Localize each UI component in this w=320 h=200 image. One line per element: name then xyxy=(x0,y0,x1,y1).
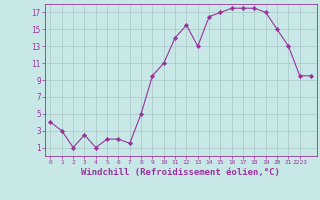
X-axis label: Windchill (Refroidissement éolien,°C): Windchill (Refroidissement éolien,°C) xyxy=(81,168,280,177)
